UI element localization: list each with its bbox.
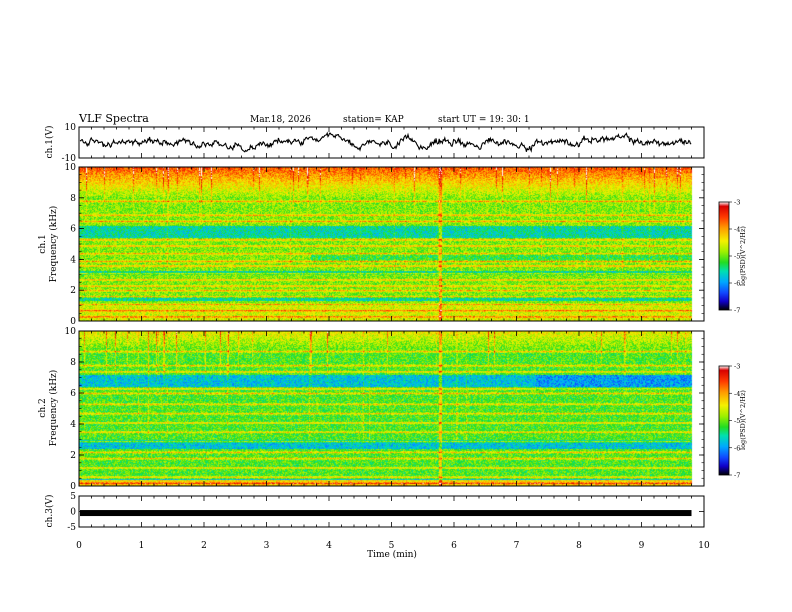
ch1-waveform-line (79, 131, 692, 153)
ch2-colorbar-ticks: -3 -4 -5 -6 -7 (729, 363, 740, 480)
figure-title: VLF Spectra (78, 112, 149, 125)
ch1-spectrogram-ylabel: Frequency (kHz) (48, 206, 59, 283)
y-tick-label: -5 (67, 523, 76, 533)
ch1-waveform-panel: 10 -10 ch.1(V) (44, 123, 705, 164)
colorbar-tick-label: -4 (734, 226, 740, 234)
y-tick-label: 0 (70, 317, 76, 327)
y-tick-label: 2 (70, 451, 76, 461)
y-tick-label: 0 (70, 508, 76, 518)
colorbar-tick-label: -6 (734, 280, 740, 288)
ch1-waveform-ylabel: ch.1(V) (44, 126, 55, 159)
ch3-waveform-yticks: 5 0 -5 (67, 492, 704, 533)
y-tick-label: 2 (70, 286, 76, 296)
ch2-colorbar-gradient (719, 366, 729, 475)
ch1-colorbar-gradient (719, 202, 729, 310)
ch3-waveform-ylabel: ch.3(V) (44, 495, 55, 528)
ch1-spectrogram-channel-label: ch.1 (38, 234, 48, 253)
time-axis: 0 1 2 3 4 5 6 7 8 9 10 (76, 127, 710, 551)
y-tick-label: -10 (62, 154, 77, 164)
ch1-colorbar-label: log(PSD)(V^2/Hz) (739, 226, 747, 286)
ch2-spectrogram-ylabel: Frequency (kHz) (48, 370, 59, 447)
y-tick-label: 5 (70, 492, 76, 502)
date-label: Mar.18, 2026 (250, 115, 311, 125)
colorbar-tick-label: -5 (734, 417, 740, 425)
ch1-colorbar-ticks: -3 -4 -5 -6 -7 (729, 199, 740, 315)
colorbar-tick-label: -4 (734, 390, 740, 398)
colorbar-tick-label: -6 (734, 444, 740, 452)
time-tick-label: 0 (76, 541, 82, 551)
colorbar-tick-label: -7 (734, 307, 740, 315)
y-tick-label: 4 (70, 255, 76, 265)
ch3-waveform-panel: 5 0 -5 ch.3(V) (44, 492, 705, 533)
time-tick-label: 3 (264, 541, 270, 551)
y-tick-label: 6 (70, 225, 76, 235)
ch1-spectrogram-yticks: 0 2 4 6 8 10 (65, 163, 704, 327)
colorbar-tick-label: -7 (734, 472, 740, 480)
y-tick-label: 10 (65, 163, 77, 173)
time-axis-label: Time (min) (367, 549, 417, 560)
colorbar-tick-label: -5 (734, 253, 740, 261)
ch2-spectrogram-panel: 0 2 4 6 8 10 ch.2 Frequency (kHz) -3 -4 -5 -6 -7 … (38, 327, 747, 492)
ch2-colorbar: -3 -4 -5 -6 -7 log(PSD)(V^2/Hz) (718, 363, 747, 480)
time-tick-label: 5 (389, 541, 395, 551)
y-tick-label: 8 (70, 358, 76, 368)
ch2-spectrogram-image (79, 331, 704, 486)
y-tick-label: 10 (65, 123, 77, 133)
time-tick-label: 8 (576, 541, 582, 551)
ch3-waveform-line (80, 510, 692, 517)
start-time-label: start UT = 19: 30: 1 (438, 115, 530, 125)
ch1-colorbar: -3 -4 -5 -6 -7 log(PSD)(V^2/Hz) (718, 199, 747, 315)
station-label: station= KAP (343, 115, 404, 125)
time-tick-label: 7 (514, 541, 520, 551)
colorbar-tick-label: -3 (734, 199, 740, 207)
y-tick-label: 10 (65, 327, 77, 337)
y-tick-label: 4 (70, 420, 76, 430)
time-tick-label: 10 (698, 541, 710, 551)
y-tick-label: 0 (70, 482, 76, 492)
time-tick-label: 1 (139, 541, 145, 551)
ch1-spectrogram-image (79, 167, 704, 321)
time-tick-label: 6 (451, 541, 457, 551)
ch2-spectrogram-channel-label: ch.2 (38, 398, 48, 417)
ch1-spectrogram-panel: 0 2 4 6 8 10 ch.1 Frequency (kHz) -3 -4 -5 -6 -7 … (38, 163, 747, 327)
ch2-spectrogram-yticks: 0 2 4 6 8 10 (65, 327, 704, 492)
y-tick-label: 8 (70, 194, 76, 204)
y-tick-label: 6 (70, 389, 76, 399)
time-tick-label: 9 (639, 541, 645, 551)
ch1-waveform-yticks: 10 -10 (62, 123, 704, 164)
ch2-colorbar-label: log(PSD)(V^2/Hz) (739, 390, 747, 450)
time-tick-label: 4 (326, 541, 332, 551)
colorbar-tick-label: -3 (734, 363, 740, 371)
time-tick-label: 2 (201, 541, 207, 551)
